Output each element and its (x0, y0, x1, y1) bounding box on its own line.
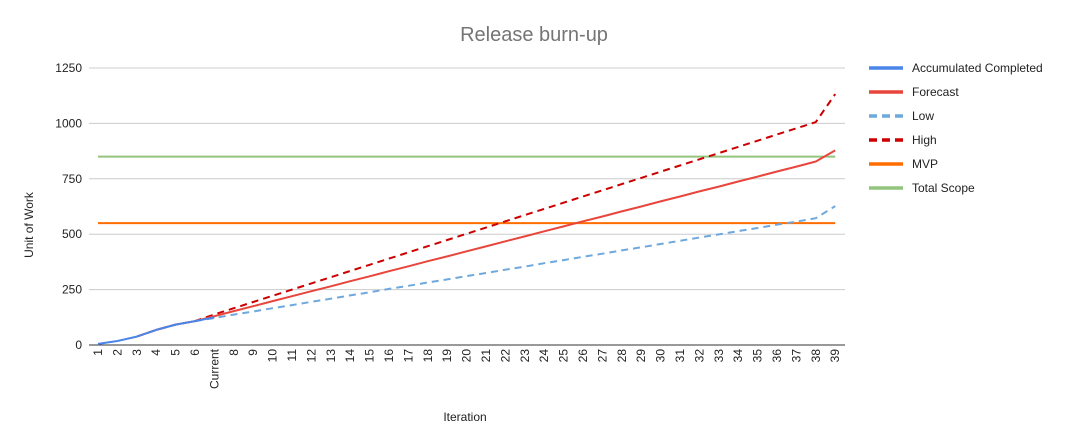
x-tick-label: 34 (731, 349, 745, 363)
x-tick-label: 39 (828, 349, 842, 363)
legend-item-high: High (869, 133, 937, 147)
x-tick-label: 38 (809, 349, 823, 363)
x-tick-label: 37 (789, 349, 803, 363)
series-line-low (194, 205, 836, 323)
series-line-forecast (136, 149, 836, 338)
x-tick-label: 14 (343, 349, 357, 363)
x-tick-label: 30 (654, 349, 668, 363)
legend-item-forecast: Forecast (869, 85, 959, 99)
x-tick-label: 5 (169, 349, 183, 356)
chart-title: Release burn-up (460, 24, 608, 46)
series-lines (97, 93, 837, 345)
x-tick-label: 16 (382, 349, 396, 363)
x-tick-label: 32 (692, 349, 706, 363)
legend-item-accumulated-completed: Accumulated Completed (869, 61, 1043, 75)
legend-item-total-scope: Total Scope (869, 181, 975, 195)
x-tick-label: 9 (246, 349, 260, 356)
x-tick-label: 19 (440, 349, 454, 363)
x-tick-label: 33 (712, 349, 726, 363)
x-tick-label: 28 (615, 349, 629, 363)
y-tick-label: 1250 (55, 61, 82, 75)
x-tick-label: 24 (537, 349, 551, 363)
x-tick-label: 36 (770, 349, 784, 363)
x-tick-label: 6 (188, 349, 202, 356)
x-tick-label: 18 (421, 349, 435, 363)
x-tick-label: 12 (304, 349, 318, 363)
legend-label: Total Scope (912, 181, 975, 195)
gridlines (89, 67, 845, 346)
series-line-accumulated-completed (97, 316, 215, 345)
x-tick-label: Current (207, 348, 221, 389)
legend: Accumulated Completed Forecast Low High MVP T… (869, 61, 1043, 195)
x-tick-label: 21 (479, 349, 493, 363)
y-tick-label: 500 (62, 227, 82, 241)
x-axis-title: Iteration (443, 410, 486, 424)
x-tick-label: 15 (363, 349, 377, 363)
x-tick-label: 26 (576, 349, 590, 363)
x-tick-label: 11 (285, 349, 299, 362)
x-tick-label: 10 (266, 349, 280, 363)
x-tick-label: 13 (324, 349, 338, 363)
y-axis-title: Unit of Work (22, 191, 36, 258)
x-tick-label: 20 (460, 349, 474, 363)
x-tick-label: 25 (557, 349, 571, 363)
legend-label: MVP (912, 157, 938, 171)
x-tick-label: 35 (751, 349, 765, 363)
legend-label: High (912, 133, 937, 147)
x-tick-label: 27 (595, 349, 609, 363)
y-tick-label: 750 (62, 172, 82, 186)
legend-label: Forecast (912, 85, 959, 99)
legend-item-mvp: MVP (869, 157, 938, 171)
x-tick-label: 17 (401, 349, 415, 363)
x-tick-label: 23 (518, 349, 532, 363)
x-tick-label: 31 (673, 349, 687, 363)
series-line-high (136, 93, 837, 338)
x-axis-ticks: 1 2 3 4 5 6 Current 8 9 10 11 12 13 14 15 16 17 18 19 20 21 2… (91, 348, 842, 389)
x-tick-label: 4 (149, 349, 163, 356)
x-tick-label: 22 (498, 349, 512, 363)
legend-label: Accumulated Completed (912, 61, 1043, 75)
x-tick-label: 1 (91, 349, 105, 356)
y-axis-ticks: 0 250 500 750 1000 1250 (55, 61, 82, 352)
x-tick-label: 2 (110, 349, 124, 356)
x-tick-label: 29 (634, 349, 648, 363)
legend-item-low: Low (869, 109, 934, 123)
x-tick-label: 3 (130, 349, 144, 356)
x-tick-label: 8 (227, 349, 241, 356)
y-tick-label: 0 (75, 338, 82, 352)
y-tick-label: 250 (62, 283, 82, 297)
y-tick-label: 1000 (55, 116, 82, 130)
legend-label: Low (912, 109, 934, 123)
